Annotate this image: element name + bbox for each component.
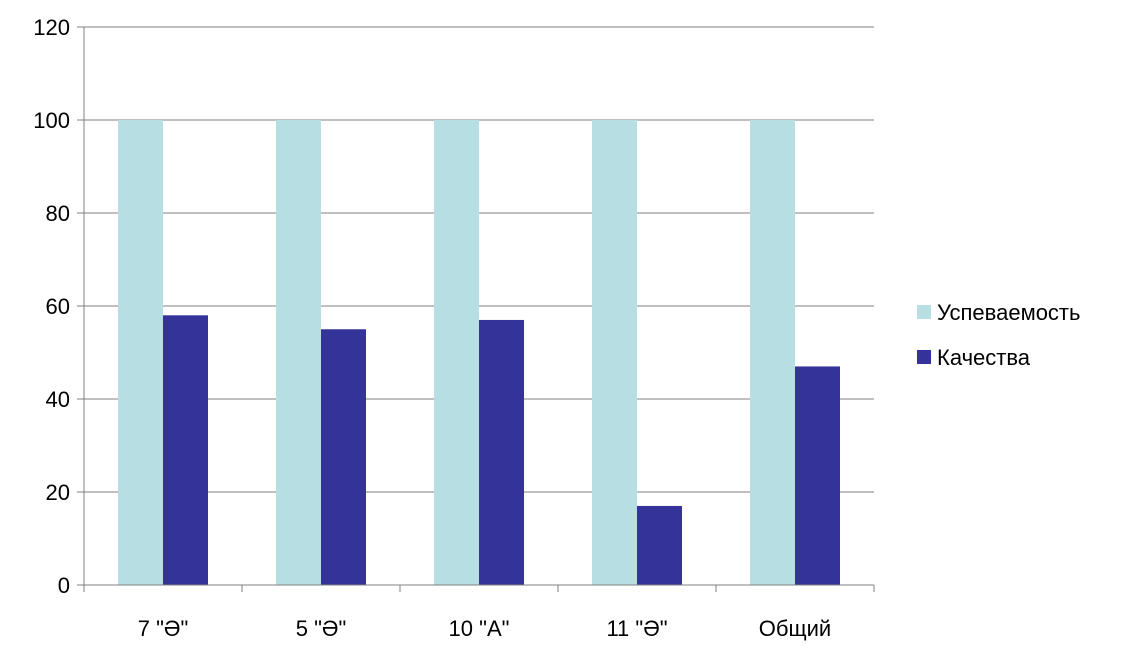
x-tick-label: Общий [759, 616, 831, 641]
y-tick-label: 40 [46, 387, 70, 412]
bar-uspevaemost [434, 120, 479, 585]
x-tick-label: 10 "А" [449, 616, 510, 641]
legend-label: Успеваемость [937, 300, 1080, 325]
y-tick-label: 0 [58, 573, 70, 598]
bar-uspevaemost [276, 120, 321, 585]
bar-kachestva [795, 366, 840, 585]
legend-swatch [917, 305, 931, 319]
x-tick-label: 5 "Ә" [296, 616, 347, 641]
y-tick-label: 60 [46, 294, 70, 319]
bar-uspevaemost [750, 120, 795, 585]
bar-kachestva [163, 315, 208, 585]
bars [118, 120, 840, 585]
x-tick-label: 11 "Ә" [606, 616, 667, 641]
legend-item: Успеваемость [917, 300, 1080, 325]
legend-label: Качества [937, 345, 1031, 370]
bar-kachestva [479, 319, 524, 585]
y-tick-label: 80 [46, 201, 70, 226]
bar-kachestva [637, 505, 682, 585]
y-tick-label: 100 [33, 108, 70, 133]
legend: Успеваемость Качества [917, 300, 1080, 370]
y-axis-ticks: 0 20 40 60 80 100 120 [33, 15, 84, 598]
legend-item: Качества [917, 345, 1031, 370]
legend-swatch [917, 350, 931, 364]
y-tick-label: 120 [33, 15, 70, 40]
bar-kachestva [321, 329, 366, 585]
x-axis-ticks: 7 "Ә" 5 "Ә" 10 "А" 11 "Ә" Общий [83, 585, 875, 641]
bar-uspevaemost [592, 120, 637, 585]
bar-uspevaemost [118, 120, 163, 585]
x-tick-label: 7 "Ә" [138, 616, 189, 641]
y-tick-label: 20 [46, 480, 70, 505]
